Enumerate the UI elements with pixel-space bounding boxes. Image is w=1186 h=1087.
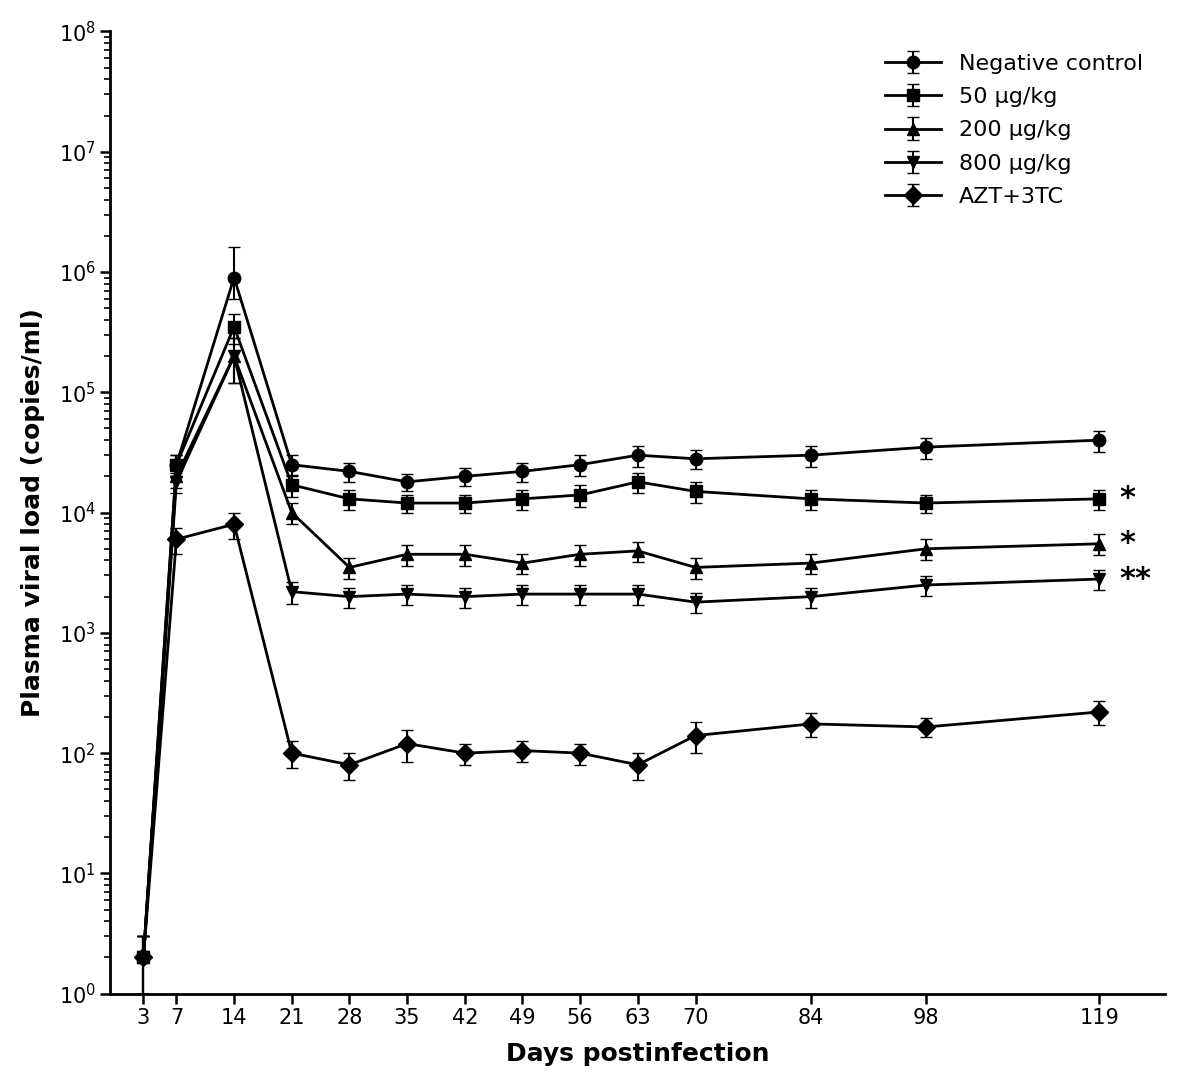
Y-axis label: Plasma viral load (copies/ml): Plasma viral load (copies/ml) bbox=[21, 308, 45, 717]
Text: *: * bbox=[1120, 485, 1136, 513]
Text: **: ** bbox=[1120, 564, 1152, 594]
X-axis label: Days postinfection: Days postinfection bbox=[506, 1042, 770, 1066]
Text: *: * bbox=[1120, 529, 1136, 559]
Legend: Negative control, 50 μg/kg, 200 μg/kg, 800 μg/kg, AZT+3TC: Negative control, 50 μg/kg, 200 μg/kg, 8… bbox=[874, 42, 1154, 218]
